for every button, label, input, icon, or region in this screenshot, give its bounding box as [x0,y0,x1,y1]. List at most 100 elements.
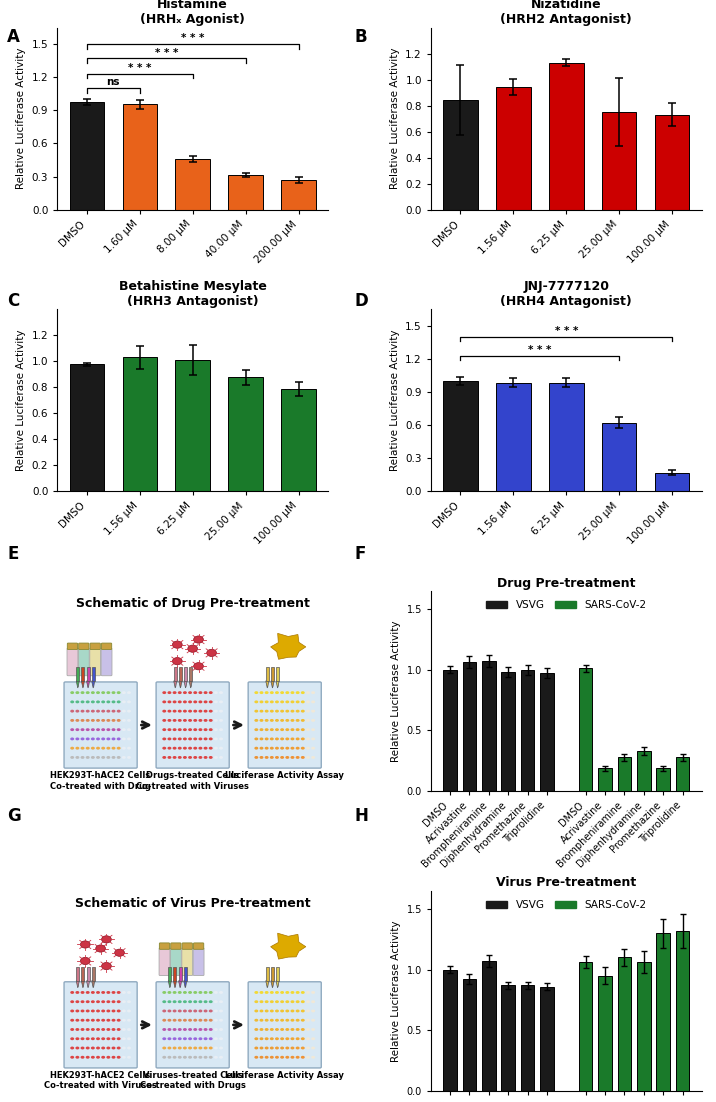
Circle shape [286,1009,289,1013]
Text: F: F [354,545,366,563]
Text: H: H [354,807,368,824]
FancyBboxPatch shape [76,667,79,681]
FancyBboxPatch shape [193,943,204,949]
Circle shape [178,1018,182,1022]
Circle shape [254,701,258,703]
Circle shape [198,1028,203,1031]
Bar [501,672,515,791]
Circle shape [117,719,120,722]
Circle shape [280,1018,284,1022]
Bar [443,670,457,791]
Circle shape [254,1028,258,1031]
Text: A: A [7,28,20,45]
Circle shape [91,1056,95,1059]
FancyBboxPatch shape [90,648,101,676]
Text: B: B [354,28,367,45]
Circle shape [117,1001,120,1003]
Circle shape [81,701,84,703]
Circle shape [107,991,110,994]
Circle shape [311,691,315,694]
Circle shape [193,737,197,741]
Circle shape [163,728,166,731]
Bar [637,752,651,791]
Circle shape [219,1047,223,1049]
Circle shape [265,710,268,713]
Polygon shape [179,681,182,688]
Circle shape [286,691,289,694]
Circle shape [214,1028,218,1031]
Bar [549,63,584,209]
Circle shape [86,1028,90,1031]
Circle shape [188,701,192,703]
Circle shape [173,1047,177,1049]
Circle shape [173,728,177,731]
Circle shape [306,1047,310,1049]
Circle shape [75,1009,79,1013]
Circle shape [311,991,315,994]
Circle shape [163,1009,166,1013]
Circle shape [75,756,79,759]
Circle shape [168,1009,171,1013]
Bar [521,670,534,791]
FancyBboxPatch shape [101,648,112,676]
Circle shape [163,1001,166,1003]
Text: * * *: * * * [555,326,578,336]
Circle shape [214,701,218,703]
Circle shape [173,719,177,722]
Circle shape [168,701,171,703]
Circle shape [296,1047,299,1049]
Circle shape [198,1037,203,1040]
Circle shape [96,991,100,994]
Circle shape [296,1001,299,1003]
Circle shape [311,1028,315,1031]
Circle shape [203,756,208,759]
Circle shape [173,1018,177,1022]
Circle shape [198,728,203,731]
Title: Betahistine Mesylate
(HRH3 Antagonist): Betahistine Mesylate (HRH3 Antagonist) [119,280,266,307]
Bar [540,673,553,791]
Circle shape [306,1009,310,1013]
Circle shape [259,710,263,713]
Circle shape [193,1028,197,1031]
Circle shape [178,1009,182,1013]
Circle shape [70,728,74,731]
Circle shape [203,1028,208,1031]
Circle shape [193,1056,197,1059]
Bar [228,175,263,209]
Circle shape [254,991,258,994]
Circle shape [296,719,299,722]
Circle shape [86,1056,90,1059]
Bar [602,423,637,491]
Circle shape [107,1009,110,1013]
Circle shape [209,1028,213,1031]
Bar [69,102,104,209]
Circle shape [102,962,111,970]
Circle shape [254,1009,258,1013]
Circle shape [117,1056,120,1059]
Circle shape [70,747,74,749]
Circle shape [163,701,166,703]
Circle shape [311,701,315,703]
FancyBboxPatch shape [159,948,170,975]
Circle shape [286,1018,289,1022]
Circle shape [80,941,90,948]
Circle shape [127,719,131,722]
Circle shape [209,991,213,994]
Circle shape [183,719,187,722]
Circle shape [183,747,187,749]
Circle shape [301,1028,305,1031]
Circle shape [270,1047,274,1049]
Circle shape [188,1009,192,1013]
Circle shape [173,1028,177,1031]
Bar [228,378,263,491]
Y-axis label: Relative Luciferase Activity: Relative Luciferase Activity [391,620,401,761]
Circle shape [270,756,274,759]
Circle shape [96,1018,100,1022]
Circle shape [70,710,74,713]
Circle shape [188,691,192,694]
Circle shape [96,756,100,759]
Circle shape [178,1037,182,1040]
Circle shape [70,1009,74,1013]
Circle shape [122,747,126,749]
FancyBboxPatch shape [92,667,95,681]
